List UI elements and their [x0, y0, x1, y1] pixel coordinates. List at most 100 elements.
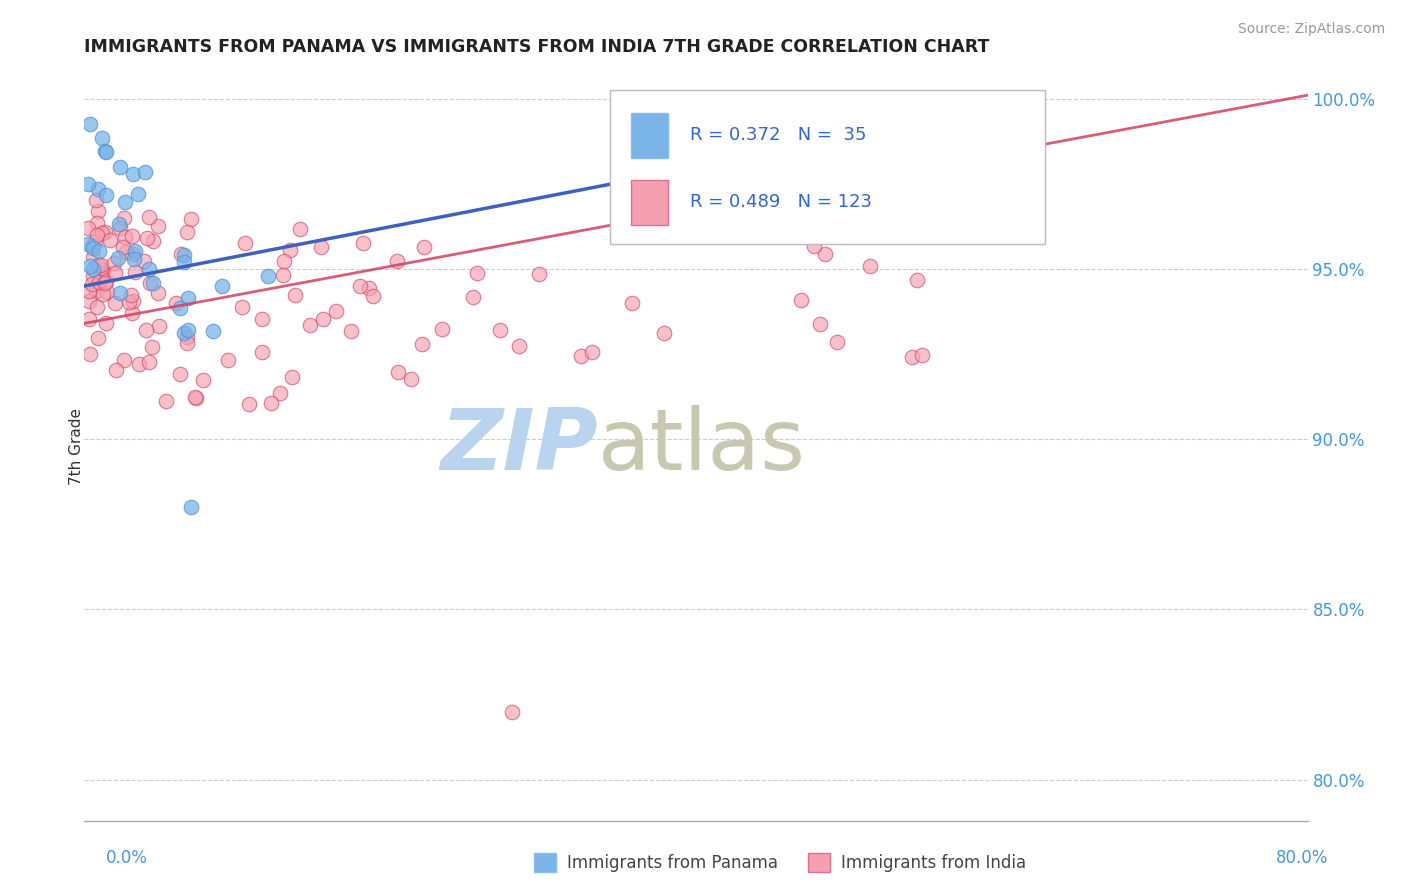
- Point: [430, 322, 453, 336]
- Point: [138, 355, 160, 369]
- Point: [112, 211, 135, 225]
- Point: [184, 392, 207, 406]
- Point: [104, 266, 127, 280]
- Point: [814, 247, 837, 261]
- Point: [911, 348, 934, 362]
- Text: IMMIGRANTS FROM PANAMA VS IMMIGRANTS FROM INDIA 7TH GRADE CORRELATION CHART: IMMIGRANTS FROM PANAMA VS IMMIGRANTS FRO…: [84, 38, 990, 56]
- Point: [288, 222, 311, 236]
- Point: [269, 386, 291, 401]
- Point: [201, 324, 224, 338]
- Point: [231, 300, 253, 314]
- Point: [94, 277, 117, 291]
- Point: [142, 276, 165, 290]
- Point: [385, 254, 408, 268]
- Point: [120, 288, 142, 302]
- Point: [284, 287, 307, 301]
- Point: [122, 167, 145, 181]
- Point: [79, 117, 101, 131]
- Point: [502, 705, 524, 719]
- Point: [191, 373, 214, 387]
- Point: [89, 275, 111, 289]
- Point: [278, 243, 301, 257]
- Point: [86, 193, 108, 207]
- Point: [112, 352, 135, 367]
- Point: [738, 227, 761, 241]
- Point: [176, 225, 198, 239]
- Point: [77, 220, 100, 235]
- Point: [90, 266, 112, 280]
- Point: [87, 331, 110, 345]
- Text: R = 0.372   N =  35: R = 0.372 N = 35: [690, 126, 866, 144]
- Point: [135, 323, 157, 337]
- Point: [169, 368, 191, 382]
- Point: [184, 390, 207, 404]
- Point: [94, 144, 117, 158]
- Point: [98, 233, 121, 247]
- Point: [281, 370, 304, 384]
- Point: [114, 245, 136, 260]
- Point: [93, 287, 115, 301]
- Point: [77, 293, 100, 308]
- Point: [128, 358, 150, 372]
- Point: [94, 316, 117, 330]
- Point: [103, 256, 125, 270]
- Text: Immigrants from India: Immigrants from India: [841, 854, 1026, 871]
- Point: [86, 300, 108, 314]
- Point: [900, 350, 922, 364]
- Point: [91, 131, 114, 145]
- Point: [105, 363, 128, 377]
- Point: [124, 244, 146, 258]
- Text: atlas: atlas: [598, 404, 806, 488]
- Text: ZIP: ZIP: [440, 404, 598, 488]
- Point: [465, 266, 488, 280]
- Point: [118, 295, 141, 310]
- Point: [177, 323, 200, 337]
- Point: [170, 247, 193, 261]
- Point: [325, 304, 347, 318]
- Point: [413, 240, 436, 254]
- Point: [298, 318, 321, 333]
- Point: [180, 500, 202, 515]
- Point: [124, 265, 146, 279]
- Point: [527, 267, 550, 281]
- Point: [581, 345, 603, 359]
- Text: Immigrants from Panama: Immigrants from Panama: [567, 854, 778, 871]
- Point: [620, 296, 643, 310]
- Point: [309, 240, 332, 254]
- Text: 80.0%: 80.0%: [1277, 849, 1329, 867]
- Point: [905, 273, 928, 287]
- Point: [107, 251, 129, 265]
- Point: [569, 350, 592, 364]
- Point: [134, 165, 156, 179]
- Point: [132, 253, 155, 268]
- Point: [250, 345, 273, 359]
- Point: [122, 294, 145, 309]
- Point: [108, 161, 131, 175]
- Point: [121, 306, 143, 320]
- Point: [173, 255, 195, 269]
- Point: [257, 268, 280, 283]
- Point: [176, 336, 198, 351]
- Point: [238, 396, 260, 410]
- Point: [89, 244, 111, 258]
- Point: [82, 268, 104, 283]
- Point: [138, 210, 160, 224]
- Point: [96, 145, 118, 159]
- Point: [260, 396, 283, 410]
- Point: [155, 393, 177, 408]
- Point: [271, 268, 294, 282]
- Point: [359, 281, 381, 295]
- FancyBboxPatch shape: [610, 90, 1045, 244]
- Point: [180, 212, 202, 227]
- Point: [121, 228, 143, 243]
- Bar: [631, 112, 668, 158]
- Point: [114, 195, 136, 210]
- Point: [169, 301, 191, 316]
- Point: [87, 204, 110, 219]
- Text: Source: ZipAtlas.com: Source: ZipAtlas.com: [1237, 22, 1385, 37]
- Point: [77, 237, 100, 252]
- Point: [80, 277, 103, 291]
- Point: [177, 291, 200, 305]
- Point: [79, 259, 101, 273]
- Point: [87, 258, 110, 272]
